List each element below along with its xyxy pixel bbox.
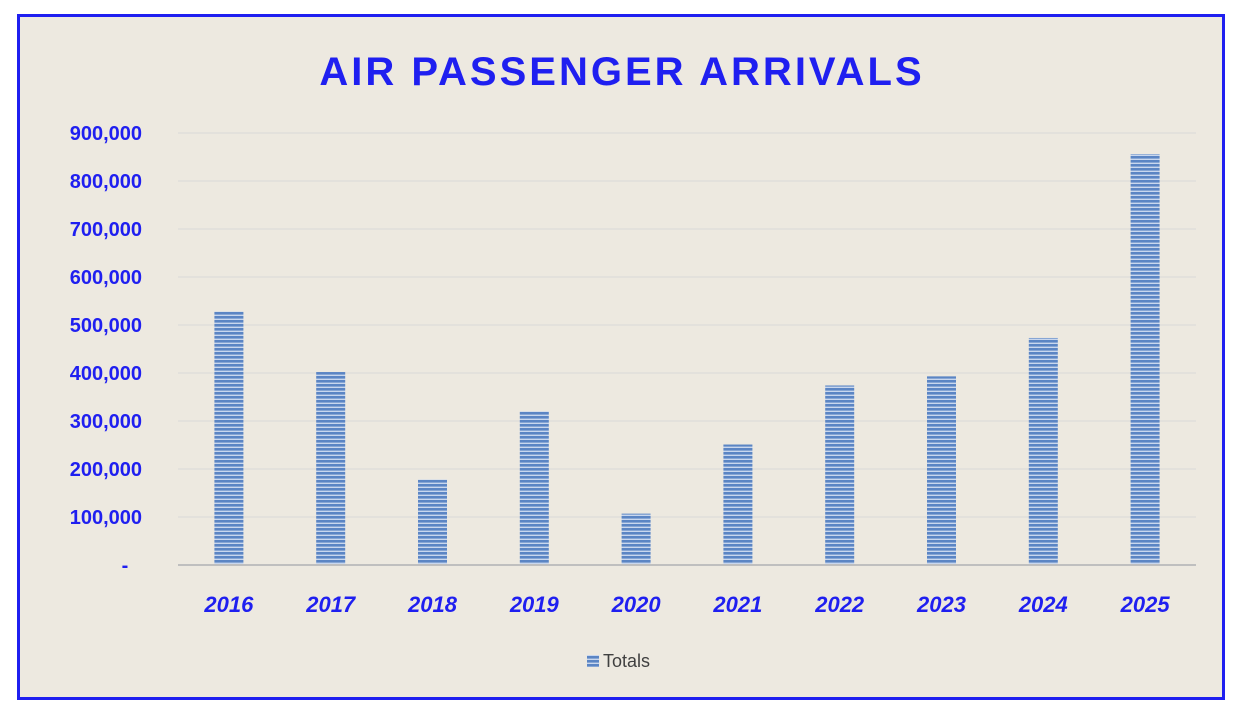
x-tick-label: 2022 — [814, 592, 865, 617]
y-tick-label: 700,000 — [70, 219, 142, 241]
bar-2020 — [621, 513, 651, 565]
bar-2018 — [418, 479, 447, 565]
legend: Totals — [587, 651, 650, 671]
bar-2021 — [723, 444, 753, 565]
y-axis-tick-labels: - 100,000 200,000 300,000 400,000 500,000 600,… — [70, 123, 142, 577]
x-tick-label: 2021 — [712, 592, 762, 617]
bar-2016 — [214, 311, 244, 565]
bar-2024 — [1028, 337, 1058, 565]
y-tick-label: 800,000 — [70, 171, 142, 193]
y-tick-label: 200,000 — [70, 459, 142, 481]
x-tick-label: 2024 — [1018, 592, 1068, 617]
bar-2023 — [927, 376, 956, 565]
x-tick-label: 2019 — [509, 592, 560, 617]
gridlines — [178, 132, 1196, 518]
x-tick-label: 2018 — [407, 592, 458, 617]
bar-2022 — [825, 385, 855, 565]
x-tick-label: 2017 — [305, 592, 357, 617]
bars — [214, 154, 1160, 565]
y-tick-label: 900,000 — [70, 123, 142, 145]
bar-2025 — [1130, 154, 1160, 565]
y-tick-label: 100,000 — [70, 507, 142, 529]
legend-swatch-totals — [587, 655, 599, 667]
x-tick-label: 2020 — [611, 592, 662, 617]
y-tick-label: - — [122, 555, 129, 577]
y-tick-label: 600,000 — [70, 267, 142, 289]
y-tick-label: 400,000 — [70, 363, 142, 385]
legend-label-totals: Totals — [603, 651, 650, 671]
x-tick-label: 2016 — [203, 592, 254, 617]
bar-2019 — [519, 411, 549, 565]
y-tick-label: 300,000 — [70, 411, 142, 433]
x-tick-label: 2023 — [916, 592, 966, 617]
chart-title: AIR PASSENGER ARRIVALS — [319, 50, 924, 94]
x-axis-tick-labels: 2016 2017 2018 2019 2020 2021 2022 2023 2024 2025 — [203, 592, 1170, 617]
bar-2017 — [316, 372, 346, 565]
y-tick-label: 500,000 — [70, 315, 142, 337]
x-tick-label: 2025 — [1120, 592, 1171, 617]
